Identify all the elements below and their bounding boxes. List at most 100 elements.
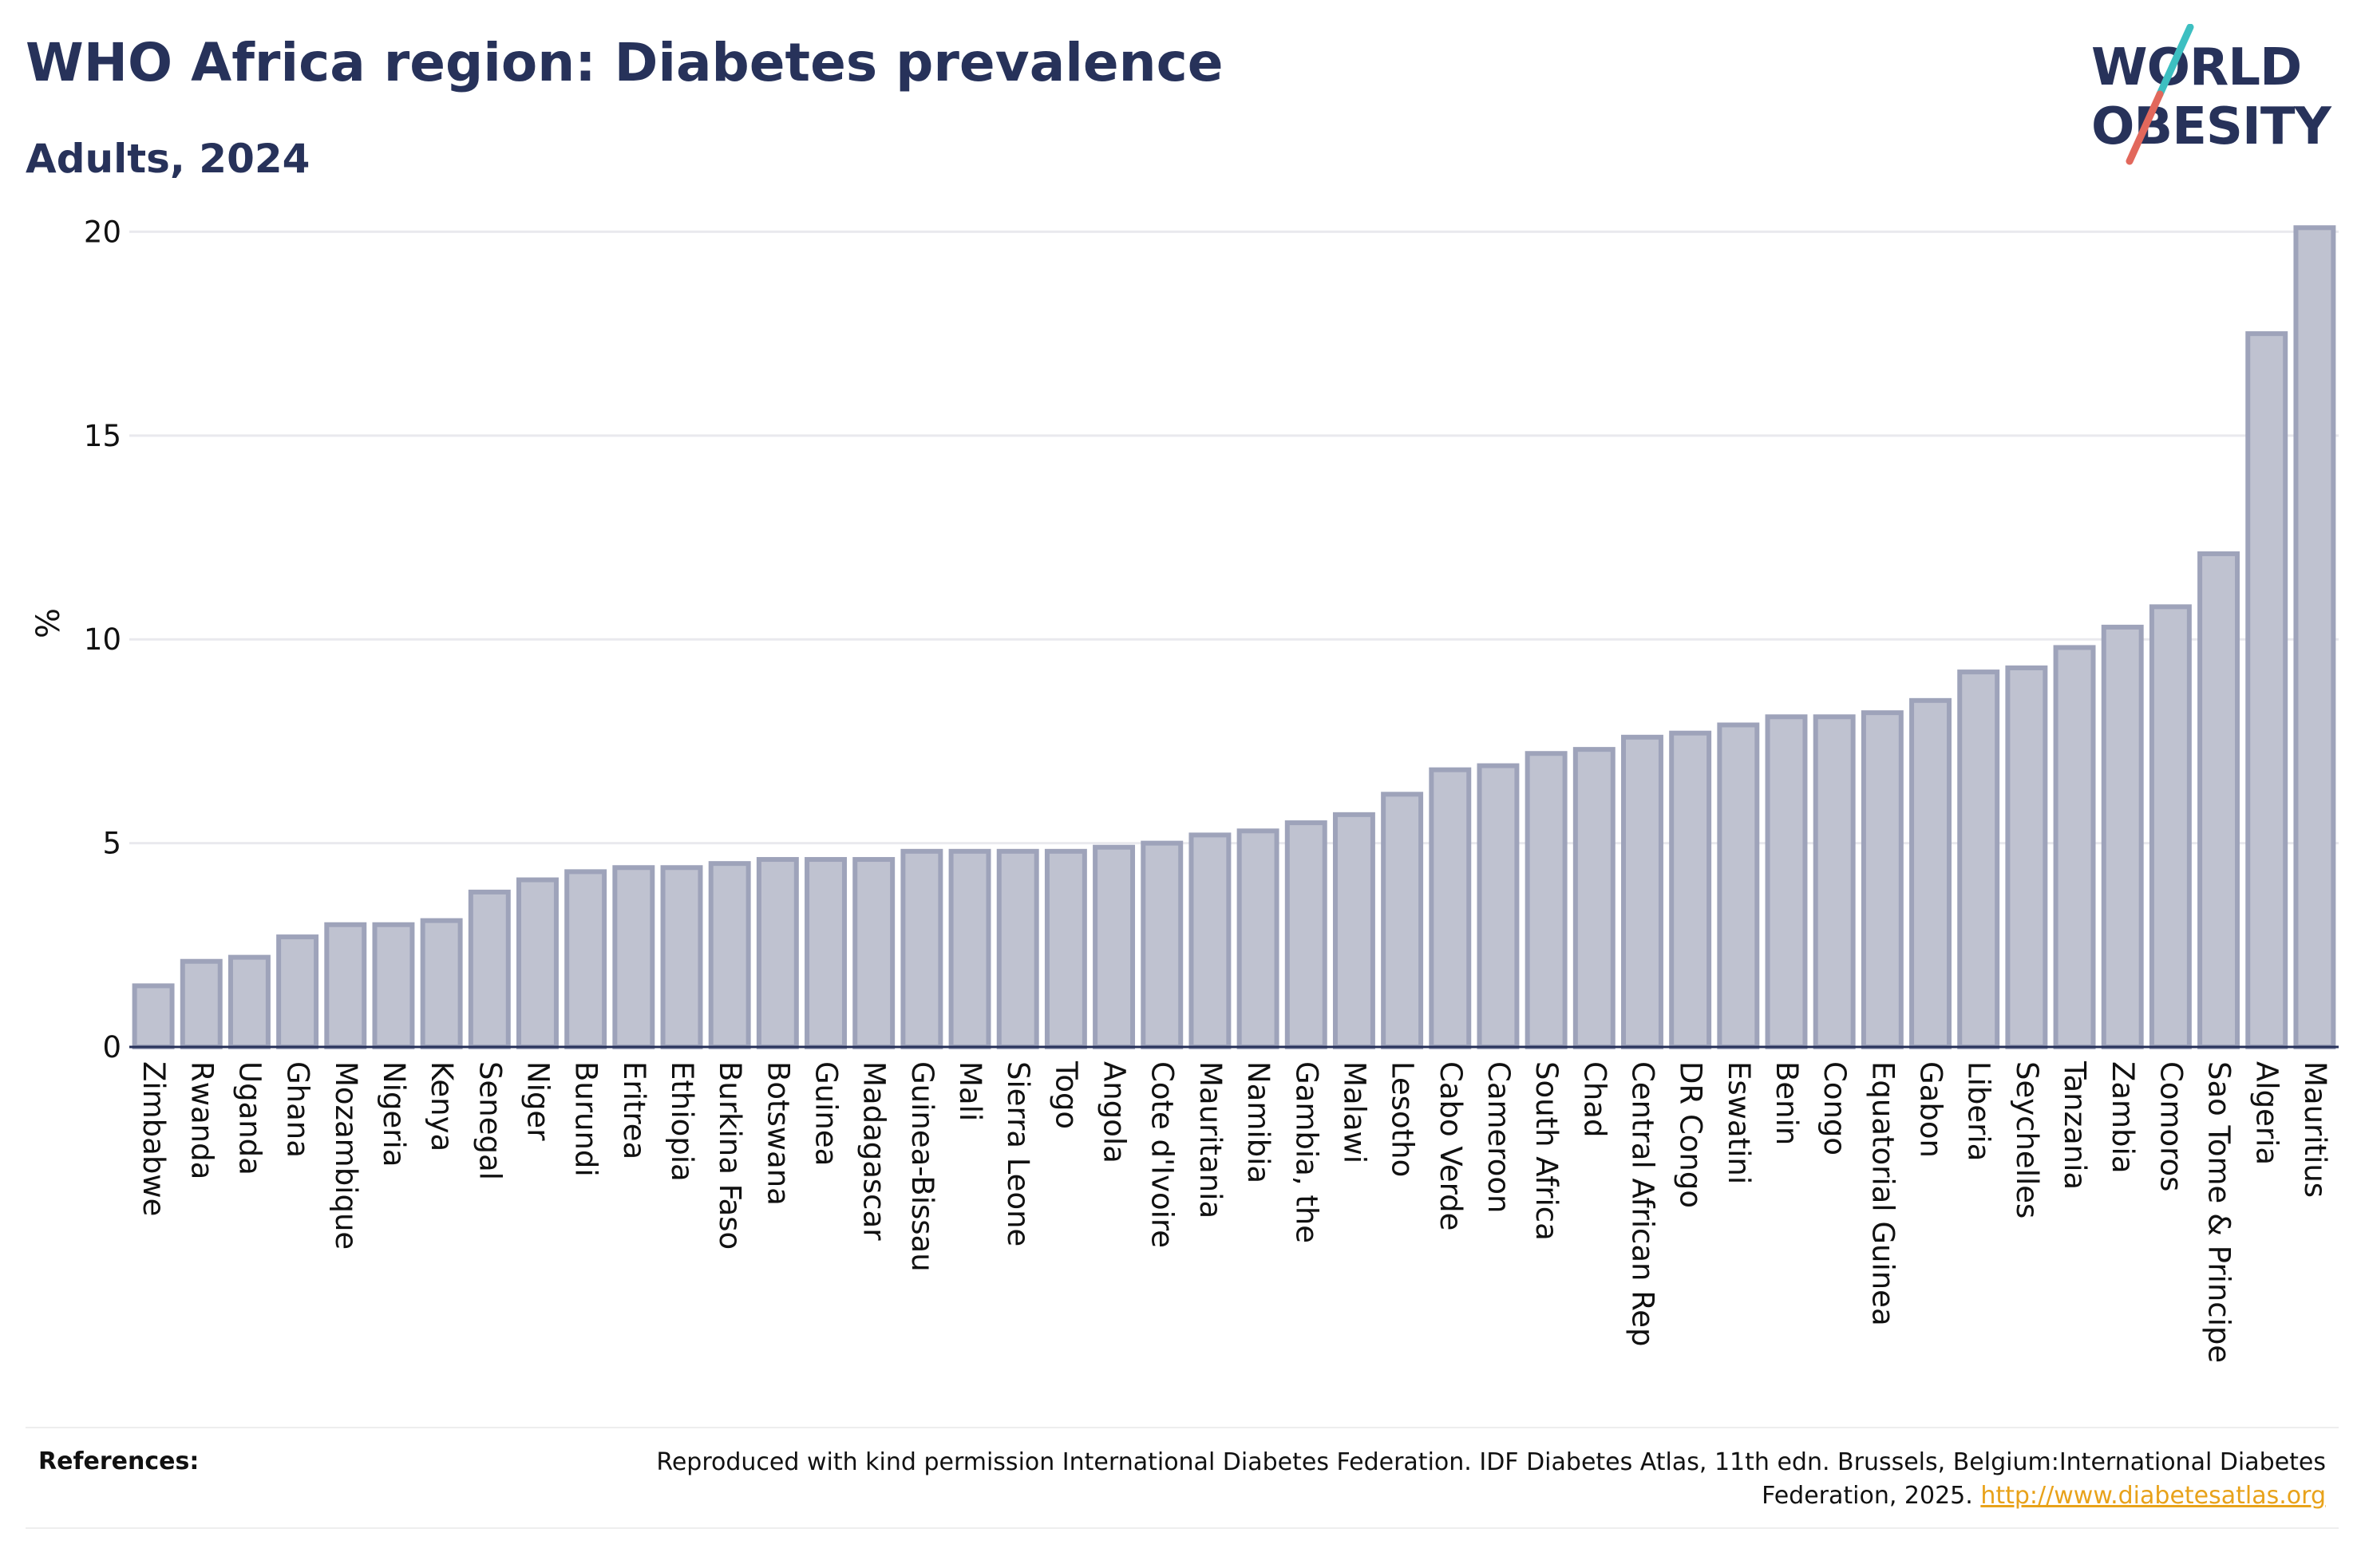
x-tick-label: Mali [953, 1061, 987, 1121]
x-tick-label: Gambia, the [1289, 1061, 1323, 1243]
bar-nigeria[interactable] [372, 922, 415, 1049]
x-tick-label: Cabo Verde [1434, 1061, 1468, 1230]
bar-dr-congo[interactable] [1669, 730, 1712, 1050]
x-tick-label: Mauritius [2298, 1061, 2332, 1198]
bar-burkina-faso[interactable] [708, 861, 751, 1049]
bar-rwanda[interactable] [180, 958, 223, 1049]
bar-comoros[interactable] [2149, 604, 2192, 1049]
x-tick-label: Seychelles [2010, 1061, 2044, 1218]
x-tick-label: Nigeria [377, 1061, 411, 1167]
world-obesity-logo: WORLD OBESITY [2083, 24, 2339, 168]
bar-mali[interactable] [948, 848, 991, 1050]
bar-madagascar[interactable] [852, 857, 896, 1050]
y-tick-label: 10 [84, 622, 121, 657]
logo-word-obesity: OBESITY [2091, 97, 2331, 156]
x-tick-label: Botswana [761, 1061, 795, 1206]
bar-algeria[interactable] [2245, 331, 2288, 1050]
x-tick-label: Niger [520, 1061, 555, 1141]
bar-niger[interactable] [516, 877, 559, 1049]
references-box: References: Reproduced with kind permiss… [26, 1427, 2339, 1529]
bar-ethiopia[interactable] [660, 865, 703, 1049]
x-tick-label: Congo [1817, 1061, 1852, 1155]
bar-cameroon[interactable] [1477, 763, 1520, 1049]
y-axis-ticks: 0 5 10 15 20 [84, 215, 121, 1064]
x-tick-label: South Africa [1529, 1061, 1564, 1241]
bar-eritrea[interactable] [612, 865, 655, 1049]
bar-mozambique[interactable] [324, 922, 367, 1049]
x-tick-label: Benin [1770, 1061, 1804, 1145]
bar-cabo-verde[interactable] [1429, 767, 1472, 1050]
x-tick-label: Lesotho [1386, 1061, 1420, 1177]
x-tick-label: Burkina Faso [713, 1061, 747, 1250]
x-tick-label: Tanzania [2058, 1060, 2092, 1190]
x-tick-label: Angola [1097, 1061, 1132, 1163]
bar-tanzania[interactable] [2053, 645, 2096, 1050]
x-tick-label: Central African Rep [1625, 1061, 1659, 1347]
x-tick-label: Ghana [281, 1061, 315, 1158]
y-tick-label: 0 [102, 1030, 121, 1064]
bar-guinea[interactable] [805, 857, 847, 1050]
bar-chad[interactable] [1572, 747, 1616, 1049]
chart-subtitle: Adults, 2024 [26, 136, 310, 182]
x-tick-label: Malawi [1337, 1061, 1371, 1163]
x-tick-label: Sao Tome & Principe [2202, 1061, 2236, 1363]
bar-gabon[interactable] [1909, 697, 1952, 1049]
bar-congo[interactable] [1813, 714, 1856, 1049]
bars [132, 225, 2336, 1050]
logo-word-world: WORLD [2091, 38, 2302, 97]
x-tick-label: Zambia [2106, 1061, 2140, 1174]
bar-burundi[interactable] [564, 869, 607, 1049]
bar-angola[interactable] [1093, 844, 1136, 1050]
bar-botswana[interactable] [756, 857, 799, 1050]
x-tick-label: Madagascar [857, 1061, 892, 1241]
bar-cote-d-ivoire[interactable] [1141, 840, 1184, 1049]
bar-seychelles[interactable] [2005, 665, 2048, 1049]
bar-mauritius[interactable] [2293, 225, 2336, 1050]
logo-slash-icon [2126, 24, 2194, 165]
bar-south-africa[interactable] [1525, 751, 1568, 1049]
bar-sao-tome-principe[interactable] [2197, 551, 2240, 1049]
x-tick-label: Algeria [2250, 1061, 2284, 1165]
bar-lesotho[interactable] [1381, 792, 1424, 1049]
x-tick-label: Kenya [425, 1061, 459, 1151]
bar-mauritania[interactable] [1188, 832, 1232, 1049]
bar-gambia-the[interactable] [1284, 820, 1327, 1049]
bar-central-african-rep[interactable] [1621, 734, 1663, 1049]
bar-sierra-leone[interactable] [996, 848, 1039, 1050]
bar-liberia[interactable] [1957, 669, 2000, 1049]
x-tick-label: Gabon [1914, 1061, 1948, 1158]
references-citation: Reproduced with kind permission Internat… [656, 1448, 2326, 1510]
bar-senegal[interactable] [468, 889, 511, 1050]
x-axis-tick-labels: Zimbabwe Rwanda Uganda Ghana Mozambique Niger… [136, 1060, 2332, 1363]
x-tick-label: Cote d'Ivoire [1145, 1061, 1180, 1248]
x-tick-label: Namibia [1241, 1061, 1275, 1183]
x-tick-label: Guinea-Bissau [905, 1061, 939, 1272]
bar-guinea-bissau[interactable] [900, 848, 943, 1050]
x-tick-label: Guinea [809, 1061, 844, 1166]
x-tick-label: Sierra Leone [1001, 1061, 1035, 1246]
x-tick-label: DR Congo [1674, 1061, 1708, 1208]
x-tick-label: Ethiopia [665, 1061, 699, 1182]
references-label: References: [38, 1448, 200, 1475]
x-tick-label: Senegal [473, 1061, 507, 1180]
bar-eswatini[interactable] [1717, 722, 1760, 1050]
bar-zimbabwe[interactable] [132, 983, 175, 1049]
bar-benin[interactable] [1765, 714, 1808, 1049]
x-tick-label: Liberia [1962, 1061, 1996, 1161]
x-tick-label: Mauritania [1193, 1061, 1228, 1218]
x-tick-label: Togo [1049, 1060, 1083, 1129]
bar-kenya[interactable] [420, 918, 463, 1049]
y-tick-label: 15 [84, 419, 121, 453]
bar-zambia[interactable] [2101, 624, 2144, 1049]
references-link[interactable]: http://www.diabetesatlas.org [1980, 1482, 2326, 1510]
bar-equatorial-guinea[interactable] [1861, 710, 1904, 1049]
bar-togo[interactable] [1044, 848, 1087, 1050]
x-tick-label: Equatorial Guinea [1865, 1061, 1900, 1326]
x-tick-label: Eswatini [1722, 1061, 1756, 1184]
bar-ghana[interactable] [276, 934, 319, 1050]
bar-uganda[interactable] [227, 954, 271, 1049]
x-tick-label: Zimbabwe [136, 1061, 171, 1216]
bar-namibia[interactable] [1236, 828, 1279, 1049]
bar-malawi[interactable] [1332, 812, 1375, 1050]
x-tick-label: Chad [1577, 1061, 1612, 1137]
